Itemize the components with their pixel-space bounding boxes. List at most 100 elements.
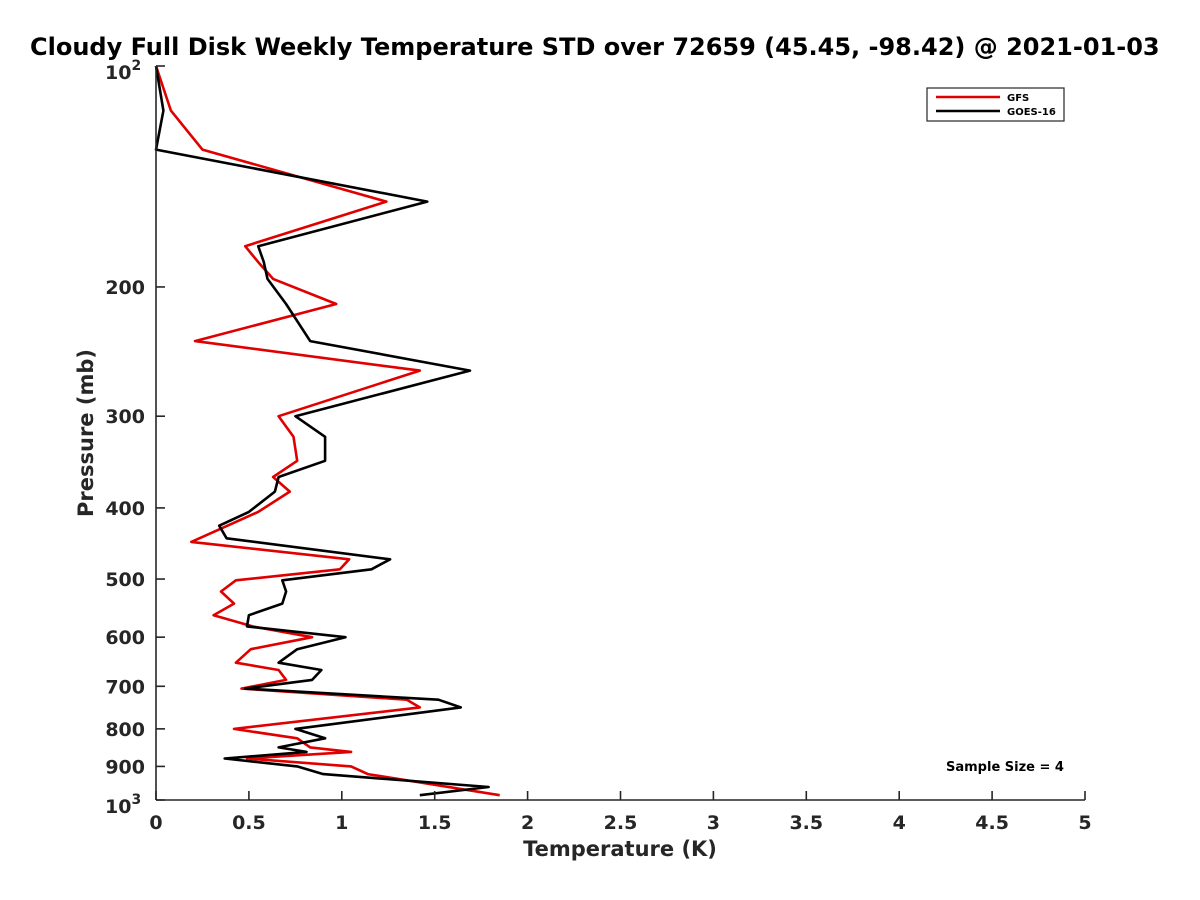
data-point-goes16-7 — [285, 303, 287, 305]
data-point-goes16-17 — [225, 537, 227, 539]
data-point-gfs-24 — [311, 636, 313, 638]
data-point-gfs-29 — [240, 687, 242, 689]
x-tick-label: 5 — [1078, 812, 1091, 834]
data-point-goes16-12 — [324, 460, 326, 462]
legend-label-gfs: GFS — [1007, 93, 1029, 104]
series-layer — [154, 65, 501, 797]
data-point-goes16-13 — [277, 476, 279, 478]
data-point-gfs-12 — [296, 460, 298, 462]
y-tick-label: 300 — [105, 406, 145, 428]
data-point-goes16-21 — [285, 590, 287, 592]
data-point-goes16-41 — [419, 794, 421, 796]
y-tick-exponent: 2 — [131, 58, 141, 74]
data-point-goes16-33 — [294, 728, 296, 730]
data-point-goes16-25 — [344, 636, 346, 638]
data-point-gfs-19 — [235, 579, 237, 581]
data-point-goes16-8 — [309, 340, 311, 342]
data-point-gfs-35 — [350, 751, 352, 753]
data-point-gfs-16 — [190, 541, 192, 543]
data-point-goes16-9 — [469, 369, 471, 371]
legend-box — [926, 87, 1065, 122]
data-point-goes16-11 — [324, 436, 326, 438]
data-point-goes16-16 — [218, 525, 220, 527]
data-point-gfs-3 — [385, 200, 387, 202]
y-tick-label: 200 — [105, 277, 145, 299]
data-point-goes16-19 — [370, 568, 372, 570]
data-point-goes16-28 — [320, 669, 322, 671]
data-point-goes16-5 — [263, 261, 265, 263]
data-point-goes16-30 — [244, 687, 246, 689]
data-point-gfs-25 — [250, 648, 252, 650]
legend-label-goes16: GOES-16 — [1007, 107, 1056, 118]
y-tick-label: 103 — [105, 792, 141, 818]
data-point-gfs-39 — [499, 794, 501, 796]
x-tick-label: 4.5 — [975, 812, 1009, 834]
data-point-gfs-11 — [292, 436, 294, 438]
y-tick-label: 800 — [105, 719, 145, 741]
data-point-gfs-17 — [348, 558, 350, 560]
y-tick-label: 700 — [105, 676, 145, 698]
data-point-gfs-7 — [335, 303, 337, 305]
data-point-goes16-27 — [277, 662, 279, 664]
x-tick-label: 4 — [893, 812, 906, 834]
data-point-goes16-37 — [224, 757, 226, 759]
series-line-goes16 — [154, 65, 490, 797]
data-point-gfs-28 — [285, 679, 287, 681]
data-point-gfs-1 — [170, 109, 172, 111]
data-point-goes16-22 — [281, 602, 283, 604]
x-tick-label: 3 — [707, 812, 720, 834]
x-tick-label: 0.5 — [232, 812, 266, 834]
data-point-gfs-13 — [272, 476, 274, 478]
data-point-gfs-32 — [233, 728, 235, 730]
data-point-gfs-37 — [350, 765, 352, 767]
data-point-goes16-24 — [246, 625, 248, 627]
data-point-goes16-18 — [389, 558, 391, 560]
data-point-goes16-10 — [294, 415, 296, 417]
data-point-goes16-38 — [296, 765, 298, 767]
data-point-goes16-31 — [437, 699, 439, 701]
chart-title: Cloudy Full Disk Weekly Temperature STD … — [30, 33, 1160, 61]
data-point-gfs-38 — [367, 773, 369, 775]
data-point-gfs-31 — [419, 706, 421, 708]
x-tick-label: 1.5 — [418, 812, 452, 834]
x-tick-label: 3.5 — [789, 812, 823, 834]
y-tick-exponent: 3 — [131, 792, 141, 808]
data-point-gfs-18 — [339, 568, 341, 570]
legend: GFS GOES-16 — [926, 87, 1065, 122]
x-tick-label: 1 — [335, 812, 348, 834]
y-tick-label: 600 — [105, 627, 145, 649]
x-ticks: 0 0.5 1 1.5 2 2.5 3 3.5 4 4.5 5 — [149, 791, 1092, 834]
data-point-gfs-6 — [272, 278, 274, 280]
data-point-goes16-34 — [324, 737, 326, 739]
data-point-goes16-32 — [460, 706, 462, 708]
data-point-gfs-4 — [244, 245, 246, 247]
data-point-gfs-8 — [194, 340, 196, 342]
y-tick-label: 500 — [105, 569, 145, 591]
x-tick-label: 2 — [521, 812, 534, 834]
series-line-gfs — [154, 65, 500, 797]
data-point-goes16-39 — [322, 773, 324, 775]
data-point-gfs-34 — [309, 746, 311, 748]
data-point-gfs-15 — [257, 511, 259, 513]
data-point-gfs-20 — [220, 590, 222, 592]
y-axis-label: Pressure (mb) — [74, 349, 98, 517]
data-point-gfs-14 — [289, 490, 291, 492]
x-tick-label: 0 — [149, 812, 162, 834]
data-point-gfs-5 — [257, 261, 259, 263]
data-point-goes16-6 — [266, 278, 268, 280]
data-point-goes16-14 — [274, 490, 276, 492]
x-axis-label: Temperature (K) — [523, 837, 717, 861]
data-point-gfs-21 — [233, 602, 235, 604]
data-point-goes16-1 — [162, 109, 164, 111]
data-point-goes16-4 — [257, 245, 259, 247]
y-tick-label: 900 — [105, 756, 145, 778]
data-point-goes16-29 — [311, 679, 313, 681]
data-point-goes16-26 — [296, 648, 298, 650]
data-point-goes16-36 — [305, 751, 307, 753]
x-tick-label: 2.5 — [604, 812, 638, 834]
data-point-goes16-20 — [281, 579, 283, 581]
data-point-gfs-2 — [201, 148, 203, 150]
data-point-gfs-10 — [277, 415, 279, 417]
